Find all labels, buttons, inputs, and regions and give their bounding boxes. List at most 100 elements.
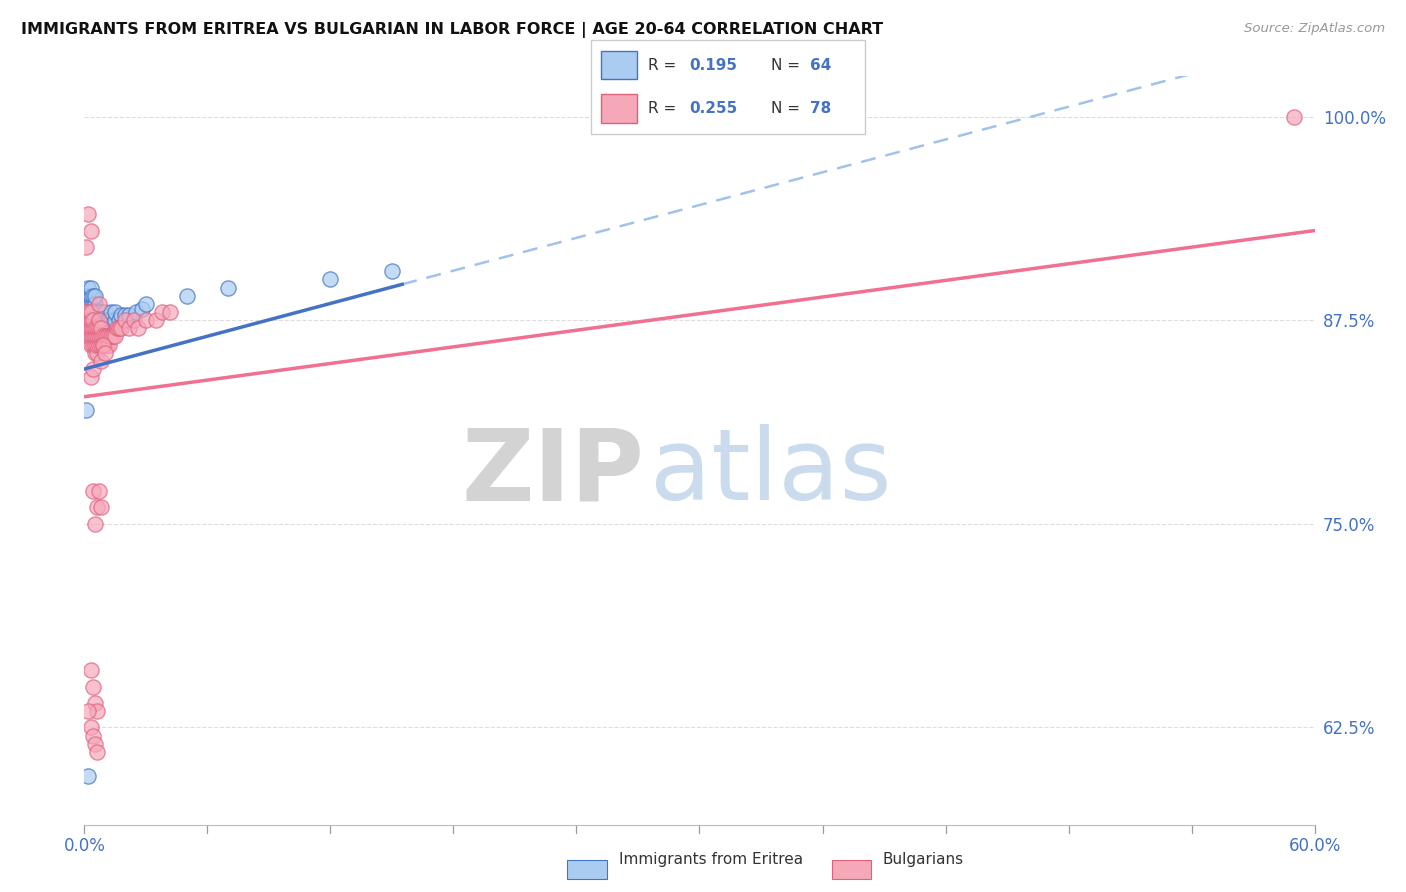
Point [77, 704, 100, 718]
Point [90, 329, 112, 343]
Point [176, 289, 198, 303]
Point [110, 321, 132, 335]
Bar [568, 860, 607, 880]
Point [79, 370, 101, 384]
Point [98, 321, 120, 335]
Point [82, 484, 104, 499]
Point [83, 289, 105, 303]
Point [86, 329, 108, 343]
Text: IMMIGRANTS FROM ERITREA VS BULGARIAN IN LABOR FORCE | AGE 20-64 CORRELATION CHAR: IMMIGRANTS FROM ERITREA VS BULGARIAN IN … [21, 22, 883, 38]
Point [87, 313, 110, 327]
Point [79, 329, 101, 343]
Point [83, 321, 105, 335]
Point [90, 321, 112, 335]
Point [82, 729, 104, 743]
Bar [602, 52, 637, 79]
Point [86, 313, 108, 327]
Text: Bulgarians: Bulgarians [883, 852, 965, 867]
Point [83, 337, 105, 351]
Point [101, 329, 124, 343]
Point [110, 308, 132, 322]
Point [77, 321, 100, 335]
Point [82, 321, 104, 335]
Point [100, 313, 122, 327]
Point [131, 301, 153, 316]
Point [114, 308, 136, 322]
Point [105, 321, 128, 335]
Point [83, 329, 105, 343]
Point [108, 313, 131, 327]
Point [159, 305, 181, 319]
Point [127, 321, 149, 335]
Point [90, 500, 112, 515]
Point [86, 329, 108, 343]
Point [86, 345, 108, 359]
Point [77, 769, 100, 783]
Text: Immigrants from Eritrea: Immigrants from Eritrea [619, 852, 803, 867]
Point [114, 313, 136, 327]
Point [87, 337, 110, 351]
Point [83, 297, 105, 311]
Point [77, 313, 100, 327]
Point [82, 362, 104, 376]
Point [83, 737, 105, 751]
Point [77, 329, 100, 343]
Point [104, 305, 127, 319]
Point [77, 297, 100, 311]
Point [135, 297, 157, 311]
Point [104, 329, 127, 343]
Point [77, 305, 100, 319]
Point [79, 329, 101, 343]
Text: N =: N = [772, 58, 806, 73]
Point [104, 313, 127, 327]
Point [90, 321, 112, 335]
Text: atlas: atlas [651, 425, 891, 522]
Point [87, 321, 110, 335]
Point [87, 329, 110, 343]
Point [87, 305, 110, 319]
Point [79, 664, 101, 678]
Point [86, 337, 108, 351]
Point [79, 223, 101, 237]
Point [86, 704, 108, 718]
Point [83, 329, 105, 343]
Point [77, 305, 100, 319]
Point [79, 280, 101, 294]
Point [94, 305, 117, 319]
Point [87, 313, 110, 327]
FancyBboxPatch shape [591, 40, 865, 134]
Point [90, 313, 112, 327]
Point [75, 305, 97, 319]
Point [75, 321, 97, 335]
Point [90, 354, 112, 368]
Point [94, 313, 117, 327]
Point [96, 321, 118, 335]
Point [77, 313, 100, 327]
Point [98, 329, 120, 343]
Bar [602, 95, 637, 122]
Point [79, 321, 101, 335]
Point [135, 313, 157, 327]
Point [83, 321, 105, 335]
Point [75, 402, 97, 417]
Point [86, 305, 108, 319]
Point [79, 305, 101, 319]
Point [91, 337, 114, 351]
Point [100, 305, 122, 319]
Point [75, 240, 97, 254]
Point [83, 696, 105, 710]
Point [319, 272, 342, 286]
Text: 0.255: 0.255 [689, 101, 738, 116]
Point [82, 321, 104, 335]
Point [100, 329, 122, 343]
Point [96, 313, 118, 327]
Text: R =: R = [648, 58, 682, 73]
Point [79, 297, 101, 311]
Bar [832, 860, 872, 880]
Point [122, 313, 145, 327]
Point [91, 321, 114, 335]
Point [118, 321, 141, 335]
Point [75, 313, 97, 327]
Point [83, 516, 105, 531]
Point [217, 280, 239, 294]
